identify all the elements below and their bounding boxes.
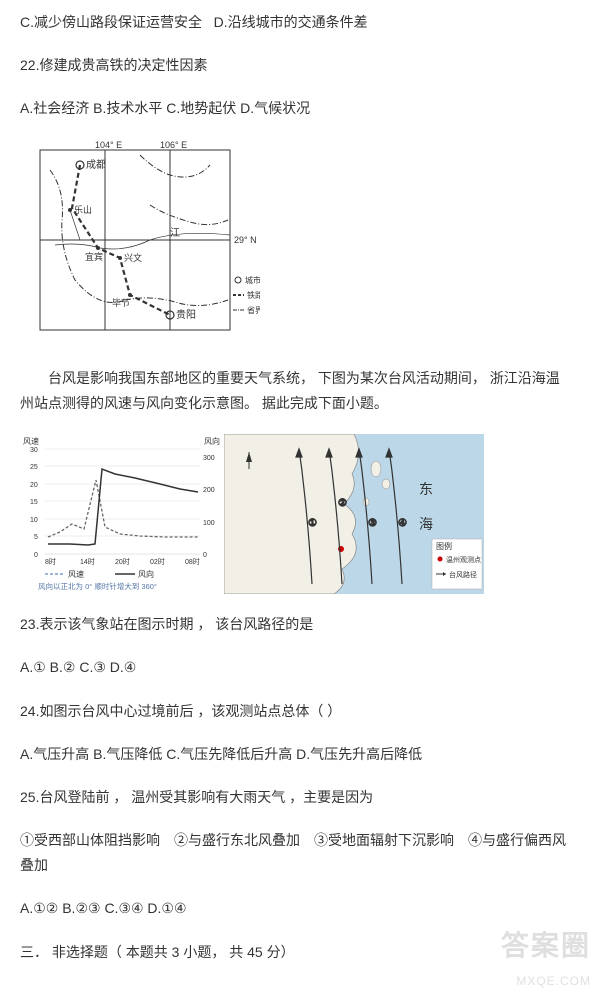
lon-104: 104° E [95,140,122,150]
svg-text:城市: 城市 [245,275,260,285]
q22-stem: 22.修建成贵高铁的决定性因素 [20,53,571,78]
svg-text:15: 15 [30,499,38,506]
svg-text:08时: 08时 [185,557,200,566]
svg-text:毕节: 毕节 [112,297,130,308]
svg-text:乐山: 乐山 [74,204,92,215]
svg-text:8时: 8时 [45,557,56,566]
q22-options: A.社会经济 B.技术水平 C.地势起伏 D.气候状况 [20,96,571,121]
svg-text:铁路: 铁路 [247,290,260,300]
svg-text:宜宾: 宜宾 [85,251,103,262]
wind-chart-svg: 风速 风向 0 5 10 15 20 25 30 0 100 200 300 8… [20,434,220,594]
svg-text:贵阳: 贵阳 [176,308,196,321]
svg-text:台风路径: 台风路径 [449,570,477,579]
typhoon-passage: 台风是影响我国东部地区的重要天气系统， 下图为某次台风活动期间， 浙江沿海温州站… [20,366,571,416]
q25-options: A.①② B.②③ C.③④ D.①④ [20,896,571,921]
svg-text:25: 25 [30,464,38,471]
route-map-svg: ① ② ③ ④ 东 海 图例 温州观测点 台风路径 [224,434,484,594]
svg-text:①: ① [308,518,317,529]
svg-text:③: ③ [368,518,377,529]
wind-note: 风向以正北为 0° 顺时针增大到 360° [38,581,157,591]
q23-options: A.① B.② C.③ D.④ [20,655,571,680]
svg-text:风速: 风速 [23,437,39,446]
railway-map-svg: 104° E 106° E 29° N 成都 乐山 宜宾 江 兴文 毕节 贵阳 … [20,140,260,340]
watermark-small: MXQE.COM [501,971,591,993]
q25-stem: 25.台风登陆前 ， 温州受其影响有大雨天气 ，主要是因为 [20,785,571,810]
section-3-title: 三． 非选择题（ 本题共 3 小题， 共 45 分） [20,940,571,965]
svg-text:100: 100 [203,520,215,527]
railway-map: 104° E 106° E 29° N 成都 乐山 宜宾 江 兴文 毕节 贵阳 … [20,140,571,348]
svg-text:图例: 图例 [436,541,452,551]
svg-text:风速: 风速 [68,570,84,579]
chart-row: 风速 风向 0 5 10 15 20 25 30 0 100 200 300 8… [20,434,571,594]
watermark: 答案圈 MXQE.COM [501,921,591,993]
svg-text:风向: 风向 [138,569,154,579]
q21-option-d: D.沿线城市的交通条件差 [214,14,368,30]
q21-option-c: C.减少傍山路段保证运营安全 [20,14,202,30]
svg-text:②: ② [338,498,347,509]
q24-options: A.气压升高 B.气压降低 C.气压先降低后升高 D.气压先升高后降低 [20,742,571,767]
svg-text:省界: 省界 [247,305,260,315]
svg-text:300: 300 [203,455,215,462]
svg-text:200: 200 [203,487,215,494]
svg-text:20时: 20时 [115,557,130,566]
svg-text:02时: 02时 [150,557,165,566]
svg-text:14时: 14时 [80,557,95,566]
svg-text:东: 东 [419,481,433,497]
svg-text:30: 30 [30,447,38,454]
svg-text:10: 10 [30,517,38,524]
svg-text:海: 海 [419,516,433,532]
svg-text:兴文: 兴文 [124,252,142,263]
svg-text:江: 江 [170,227,180,239]
svg-text:0: 0 [34,552,38,559]
q21-options-cd: C.减少傍山路段保证运营安全 D.沿线城市的交通条件差 [20,10,571,35]
svg-text:0: 0 [203,552,207,559]
svg-text:20: 20 [30,482,38,489]
svg-text:风向: 风向 [204,436,220,446]
q24-stem: 24.如图示台风中心过境前后 ，该观测站点总体（ ） [20,699,571,724]
svg-text:成都: 成都 [86,159,106,171]
svg-text:温州观测点: 温州观测点 [446,555,481,564]
q23-stem: 23.表示该气象站在图示时期 ， 该台风路径的是 [20,612,571,637]
svg-text:④: ④ [398,518,407,529]
lon-106: 106° E [160,140,187,150]
watermark-big: 答案圈 [501,921,591,971]
lat-29: 29° N [234,235,257,245]
svg-text:5: 5 [34,534,38,541]
q25-items: ①受西部山体阻挡影响 ②与盛行东北风叠加 ③受地面辐射下沉影响 ④与盛行偏西风叠… [20,828,571,878]
